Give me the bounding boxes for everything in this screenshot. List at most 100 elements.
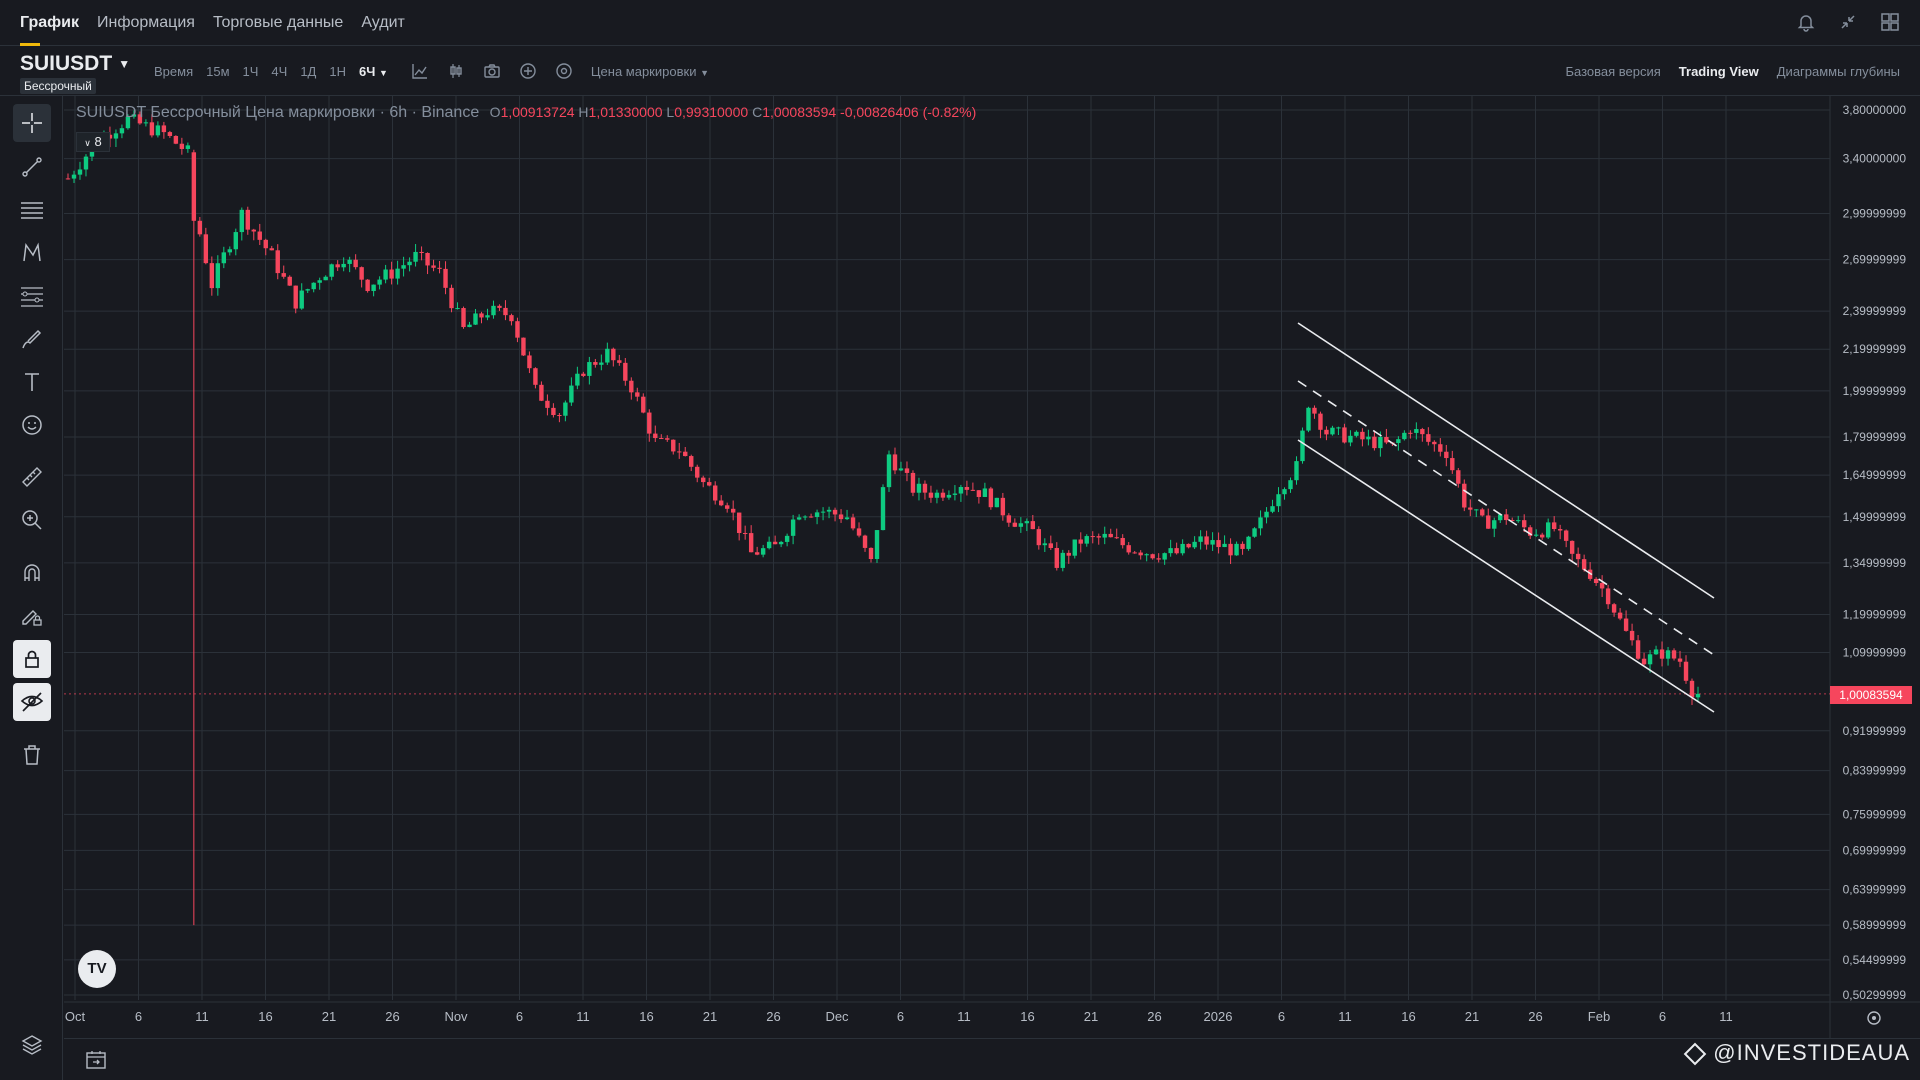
lock-tool[interactable] [13,640,51,678]
magnet-tool[interactable] [13,554,51,592]
candle-body [287,276,292,286]
candle-body [449,287,454,309]
candle-body [455,308,460,310]
candle-body [1617,612,1623,619]
interval-1w[interactable]: 1Н [329,63,346,79]
candle-body [167,132,173,136]
candle-body [119,128,125,134]
lock-pencil-icon [22,610,42,626]
candle-body [1528,527,1533,536]
candle-body [443,268,448,288]
chevron-down-icon: ▼ [118,57,131,72]
x-tick-label: 21 [703,1009,717,1024]
indicators-collapse[interactable]: ∨ 8 [76,132,110,152]
x-tick-label: 21 [1084,1009,1098,1024]
brush-tool[interactable] [13,320,51,358]
tradingview-logo-icon[interactable]: TV [78,950,116,988]
candle-body [982,488,988,497]
candle-body [113,133,119,139]
interval-4h[interactable]: 4Ч [271,63,288,79]
candle-body [1533,534,1539,536]
x-tick-label: 11 [1719,1009,1733,1024]
candle-body [1593,578,1599,584]
interval-time[interactable]: Время [154,63,194,79]
zoom-tool[interactable] [13,501,51,539]
candle-body [904,468,910,473]
candle-body [1018,523,1024,527]
candle-body [1204,536,1209,545]
view-depth[interactable]: Диаграммы глубины [1776,63,1900,79]
candle-body [856,528,862,536]
chart-subbar: SUIUSDT ▼ Бессрочный Время 15м 1Ч 4Ч 1Д 1… [0,46,1920,96]
crosshair-tool[interactable] [13,104,51,142]
interval-15m[interactable]: 15м [206,63,230,79]
candle-body [1156,558,1161,560]
interval-1d[interactable]: 1Д [300,63,317,79]
settings-circle-icon[interactable] [555,62,573,80]
candle-body [131,114,137,117]
candle-body [641,396,646,413]
candle-body [1551,522,1557,530]
candle-body [467,324,472,328]
emoji-tool[interactable] [13,406,51,444]
chart-style-icon[interactable] [411,62,429,80]
calendar-goto-icon[interactable] [84,1049,108,1071]
candle-body [695,466,700,478]
candle-body [1599,583,1605,589]
candle-body [413,251,418,262]
bell-icon[interactable] [1796,12,1816,32]
candle-body [65,178,71,180]
layout-grid-icon[interactable] [1880,12,1900,32]
plus-circle-icon[interactable] [519,62,537,80]
candle-body [1480,509,1485,516]
candle-body [1000,497,1006,516]
candle-body [275,250,280,274]
hide-drawings-tool[interactable] [13,683,51,721]
interval-1h[interactable]: 1Ч [242,63,259,79]
horizontal-lines-icon [21,202,43,219]
tab-info[interactable]: Информация [96,14,195,31]
candle-body [1450,458,1455,471]
candle-body [227,249,233,253]
tab-audit[interactable]: Аудит [361,14,405,31]
fib-tool[interactable] [13,277,51,315]
legend-change: -0,00826406 (-0.82%) [840,104,977,120]
tab-trading-data[interactable]: Торговые данные [212,14,344,31]
trend-line-tool[interactable] [13,148,51,186]
camera-icon[interactable] [483,62,501,80]
layers-tool[interactable] [13,1026,51,1064]
candle-body [1629,630,1635,641]
delete-tool[interactable] [13,736,51,774]
candle-body [766,541,772,549]
candle-body [587,362,592,376]
view-basic[interactable]: Базовая версия [1565,63,1661,79]
horizontal-lines-tool[interactable] [13,191,51,229]
interval-6h[interactable]: 6Ч ▼ [359,63,388,79]
candle-body [1635,640,1641,659]
candle-body [389,269,394,279]
candles-icon[interactable] [447,62,465,80]
candle-body [1312,407,1317,414]
candle-body [497,305,502,308]
candle-body [1665,650,1671,659]
symbol-selector[interactable]: SUIUSDT ▼ [20,52,131,75]
x-tick-label: Feb [1588,1009,1610,1024]
chevron-down-icon: ∨ [84,138,91,148]
candle-body [257,231,262,240]
candle-body [1539,534,1545,538]
view-tradingview[interactable]: Trading View [1678,63,1759,79]
candle-body [365,279,370,292]
candle-body [143,122,149,124]
tab-chart[interactable]: График [20,0,79,46]
lock-pencil-tool[interactable] [13,597,51,635]
compress-icon[interactable] [1838,12,1858,32]
interval-selector: Время 15м 1Ч 4Ч 1Д 1Н 6Ч ▼ Цена маркиров… [154,46,709,96]
candle-body [1498,514,1503,521]
text-tool[interactable] [13,363,51,401]
candle-body [1072,539,1077,556]
chart-settings-icon[interactable] [1864,1008,1884,1028]
price-type-dropdown[interactable]: Цена маркировки ▼ [590,63,709,79]
pattern-tool[interactable] [13,234,51,272]
ruler-tool[interactable] [13,458,51,496]
